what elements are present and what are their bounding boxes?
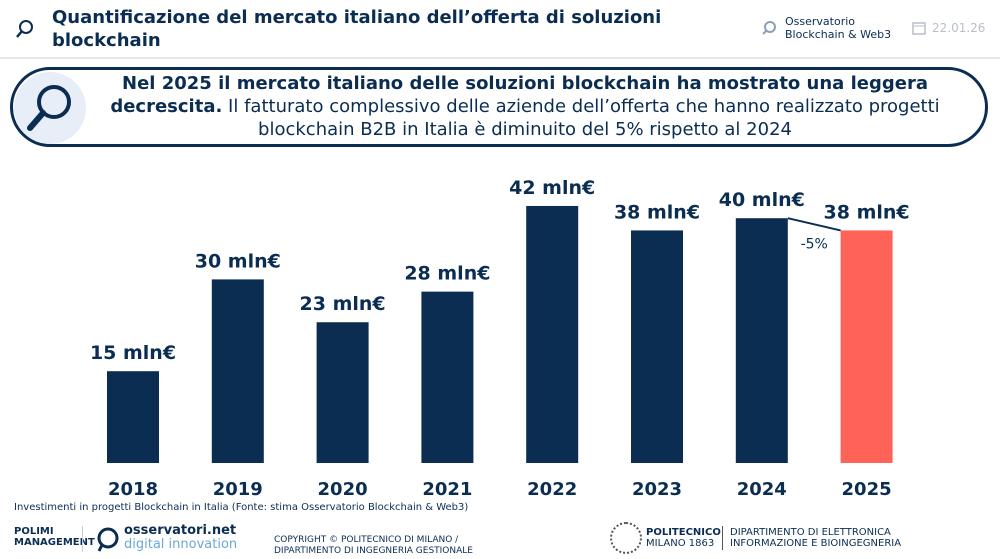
copyright-line1: COPYRIGHT © POLITECNICO DI MILANO /	[274, 535, 459, 545]
highlight-bold: Nel 2025 il mercato italiano delle soluz…	[110, 73, 928, 117]
date: 22.01.26	[932, 21, 986, 35]
highlight-box	[10, 67, 988, 147]
department: DIPARTIMENTO DI ELETTRONICA INFORMAZIONE …	[730, 527, 901, 549]
footer-divider	[82, 526, 83, 552]
calendar-icon	[912, 22, 926, 35]
highlight-text: Nel 2025 il mercato italiano delle soluz…	[95, 72, 955, 141]
data-label-2025: 38 mln€	[824, 201, 910, 223]
bar-2024	[735, 218, 788, 463]
observatory-name: Osservatorio Blockchain & Web3	[785, 15, 891, 41]
change-annotation: -5%	[801, 236, 828, 252]
change-line	[787, 217, 841, 232]
x-tick-2024: 2024	[737, 479, 787, 500]
politecnico-logo: POLITECNICO MILANO 1863	[646, 527, 721, 549]
x-tick-2025: 2025	[842, 479, 892, 500]
dept-line1: DIPARTIMENTO DI ELETTRONICA	[730, 527, 891, 538]
data-label-2022: 42 mln€	[509, 177, 595, 199]
bar-chart: 15 mln€ 2018 30 mln€ 2019 23 mln€ 2020 28 mln€…	[90, 177, 910, 500]
copyright-line2: DIPARTIMENTO DI INGEGNERIA GESTIONALE	[274, 546, 473, 556]
header-divider	[0, 57, 1000, 59]
x-tick-2019: 2019	[213, 479, 263, 500]
bar-2023	[631, 230, 683, 463]
bar-2021	[421, 291, 474, 463]
highlight-body: Il fatturato complessivo delle aziende d…	[222, 96, 940, 140]
poli-line1: POLITECNICO	[646, 527, 721, 538]
data-label-2021: 28 mln€	[404, 263, 490, 285]
bar-2025	[840, 230, 893, 463]
x-tick-2022: 2022	[527, 479, 577, 500]
osservatori-logo-icon	[97, 527, 119, 552]
osservatori-line1: osservatori.net	[124, 523, 237, 538]
polimi-logo: POLIMI MANAGEMENT	[14, 526, 95, 548]
data-label-2018: 15 mln€	[90, 342, 176, 364]
data-label-2019: 30 mln€	[195, 250, 281, 272]
osservatori-line2: digital innovation	[124, 537, 238, 552]
copyright: COPYRIGHT © POLITECNICO DI MILANO / DIPAR…	[274, 535, 473, 557]
data-label-2024: 40 mln€	[719, 189, 805, 211]
observatory-icon	[762, 21, 776, 35]
x-tick-2023: 2023	[632, 479, 682, 500]
observatory-line1: Osservatorio	[785, 15, 856, 28]
bar-2018	[107, 371, 159, 463]
x-tick-2018: 2018	[108, 479, 158, 500]
footer-divider	[722, 526, 723, 550]
search-icon	[16, 20, 33, 38]
bar-2020	[316, 322, 369, 463]
page-title: Quantificazione del mercato italiano del…	[52, 7, 662, 51]
polimi-line2: MANAGEMENT	[14, 537, 95, 548]
x-tick-2020: 2020	[318, 479, 368, 500]
polimi-line1: POLIMI	[14, 526, 54, 537]
observatory-line2: Blockchain & Web3	[785, 28, 892, 41]
x-tick-2021: 2021	[422, 479, 472, 500]
magnifier-icon	[14, 72, 86, 144]
bar-2022	[526, 205, 579, 463]
politecnico-seal-icon	[610, 522, 642, 554]
chart-caption: Investimenti in progetti Blockchain in I…	[14, 502, 469, 513]
osservatori-logo: osservatori.net digital innovation	[124, 524, 237, 552]
dept-line2: INFORMAZIONE E BIOINGEGNERIA	[730, 538, 902, 549]
poli-line2: MILANO 1863	[646, 538, 715, 549]
data-label-2023: 38 mln€	[614, 201, 700, 223]
bar-2019	[211, 279, 264, 463]
data-label-2020: 23 mln€	[300, 293, 386, 315]
